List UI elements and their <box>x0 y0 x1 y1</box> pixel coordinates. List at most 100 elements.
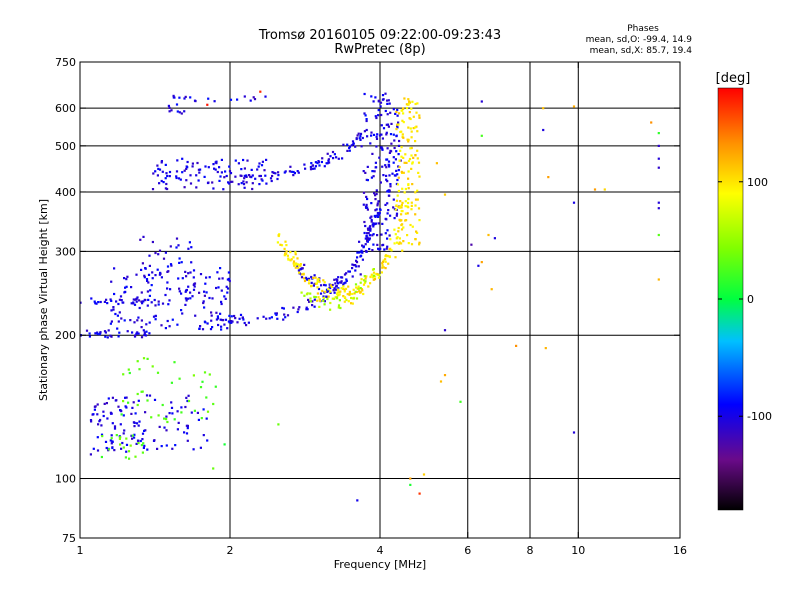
data-point <box>411 183 414 186</box>
data-point <box>168 325 171 328</box>
x-tick-label: 10 <box>571 544 585 557</box>
data-point <box>407 138 410 141</box>
data-point <box>206 410 210 413</box>
data-point <box>222 188 225 191</box>
data-point <box>100 455 103 459</box>
data-point <box>138 420 141 423</box>
data-point <box>195 174 198 177</box>
data-point <box>141 262 144 265</box>
data-point <box>130 302 133 305</box>
data-point <box>348 290 351 293</box>
data-point <box>237 183 240 186</box>
data-point <box>284 316 287 319</box>
data-point <box>229 172 233 175</box>
data-point <box>176 159 179 162</box>
y-tick-label: 400 <box>55 186 76 199</box>
data-point <box>162 257 166 260</box>
data-point <box>375 135 378 138</box>
data-point <box>381 264 384 267</box>
data-point <box>130 412 133 415</box>
data-point <box>371 170 374 173</box>
data-point <box>318 298 321 301</box>
data-point <box>398 206 401 209</box>
data-point <box>327 295 330 298</box>
data-point <box>120 413 123 416</box>
data-point <box>183 186 186 189</box>
data-point <box>270 179 273 183</box>
data-point <box>303 263 306 266</box>
data-point <box>200 417 203 420</box>
data-point <box>372 271 376 274</box>
data-point <box>212 187 215 190</box>
data-point <box>331 297 334 300</box>
data-point <box>166 281 169 284</box>
data-point <box>402 121 405 124</box>
data-point <box>402 156 405 159</box>
data-point <box>366 135 369 138</box>
data-point <box>243 167 246 170</box>
data-point <box>372 175 375 178</box>
data-point <box>415 125 418 128</box>
data-point <box>245 175 248 178</box>
data-point <box>236 98 239 101</box>
data-point <box>401 223 404 226</box>
data-point <box>151 365 154 368</box>
data-point <box>350 296 353 300</box>
data-point <box>187 394 190 397</box>
data-point <box>385 247 388 250</box>
data-point <box>318 280 321 283</box>
data-point <box>327 159 330 162</box>
data-point <box>362 170 365 173</box>
data-point <box>92 413 95 416</box>
data-point <box>365 118 368 121</box>
data-point <box>415 230 418 233</box>
data-point <box>379 247 382 250</box>
data-point <box>396 236 399 239</box>
data-point <box>385 158 388 161</box>
data-point <box>212 467 215 470</box>
data-point <box>128 457 131 460</box>
data-point <box>206 439 209 442</box>
data-point <box>135 442 138 445</box>
data-point <box>175 175 178 178</box>
data-point <box>229 180 232 183</box>
data-point <box>386 245 389 248</box>
data-point <box>388 151 391 154</box>
data-point <box>184 290 187 293</box>
data-point <box>117 335 120 338</box>
data-point <box>311 300 314 303</box>
data-point <box>148 394 152 397</box>
data-point <box>183 431 186 434</box>
data-point <box>397 226 400 230</box>
data-point <box>184 303 187 306</box>
data-point <box>376 273 379 276</box>
data-point <box>192 448 195 451</box>
data-point <box>142 300 145 303</box>
data-point <box>208 296 211 300</box>
phase-stats-o: mean, sd,O: -99.4, 14.9 <box>586 35 693 45</box>
data-point <box>217 286 220 289</box>
data-point <box>357 287 360 290</box>
data-point <box>346 149 349 152</box>
data-point <box>371 276 375 279</box>
data-point <box>258 183 261 186</box>
data-point <box>374 209 377 212</box>
data-point <box>387 99 390 102</box>
data-point <box>650 121 653 124</box>
data-point <box>141 390 144 393</box>
data-point <box>178 257 181 260</box>
data-point <box>315 282 318 285</box>
data-point <box>389 183 392 186</box>
data-point <box>187 285 190 288</box>
data-point <box>242 318 245 321</box>
data-point <box>336 292 339 295</box>
data-point <box>124 290 127 293</box>
data-point <box>197 179 200 182</box>
data-point <box>382 98 385 101</box>
data-point <box>360 250 363 253</box>
data-point <box>362 203 365 206</box>
data-point <box>391 172 394 175</box>
data-point <box>170 406 174 409</box>
data-point <box>369 225 372 228</box>
data-point <box>166 319 169 323</box>
